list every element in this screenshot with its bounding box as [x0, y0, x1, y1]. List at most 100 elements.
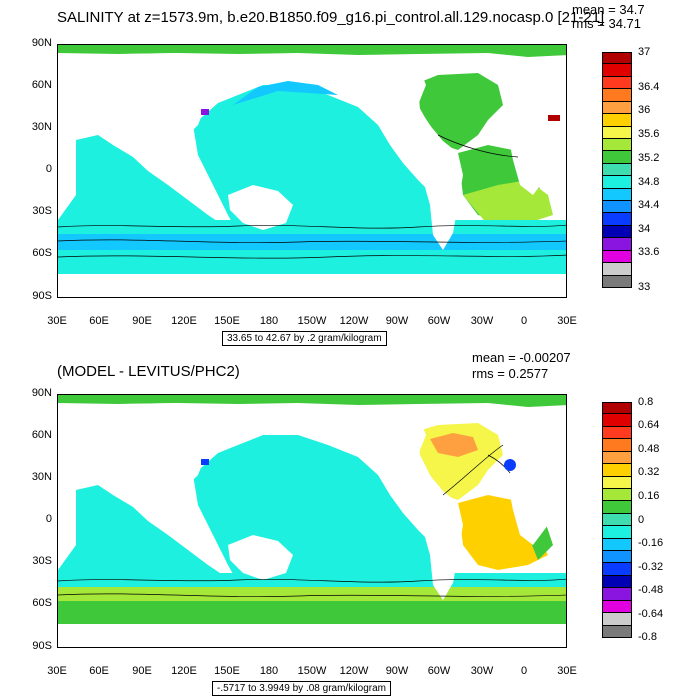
xtick-label: 0: [520, 315, 528, 327]
colorbar-swatch: [602, 426, 632, 440]
colorbar-label: 0.16: [638, 490, 660, 502]
mediterranean-spot: [504, 459, 516, 471]
colorbar-swatch: [602, 188, 632, 202]
rms-label: rms = 34.71: [572, 16, 642, 31]
southern-ocean-band-3: [58, 601, 566, 624]
colorbar-swatch: [602, 176, 632, 189]
colorbar-swatch: [602, 275, 632, 288]
plot-title: (MODEL - LEVITUS/PHC2): [57, 363, 240, 380]
colorbar-swatch: [602, 488, 632, 502]
colorbar-label: -0.64: [638, 608, 664, 620]
colorbar-swatch: [602, 600, 632, 614]
salinity-map: [57, 44, 567, 298]
colorbar-swatch: [602, 238, 632, 251]
colorbar-label: 34: [638, 223, 651, 235]
contour-line: [437, 134, 519, 158]
rms-label: rms = 0.2577: [472, 366, 549, 381]
xtick-label: 60E: [89, 315, 109, 327]
xtick-label: 120W: [339, 665, 369, 677]
colorbar-swatch: [602, 439, 632, 452]
colorbar-swatch: [602, 163, 632, 177]
colorbar-swatch: [602, 613, 632, 626]
colorbar-swatch: [602, 526, 632, 539]
land-antarctica: [58, 274, 566, 297]
contour-line: [487, 454, 511, 474]
ytick-label: 0: [45, 163, 52, 175]
colorbar-label: -0.48: [638, 584, 664, 596]
land-americas: [356, 57, 463, 250]
ytick-label: 90S: [32, 640, 52, 652]
colorbar-swatch: [602, 625, 632, 638]
colorbar-swatch: [602, 52, 632, 65]
ytick-label: 30S: [32, 555, 52, 567]
xtick-label: 150E: [214, 315, 240, 327]
colorbar-swatch: [602, 538, 632, 552]
xtick-label: 30W: [470, 665, 494, 677]
contour-line: [58, 593, 566, 598]
ytick-label: 90N: [31, 37, 52, 49]
colorbar-label: 0.64: [638, 419, 660, 431]
xtick-label: 90E: [132, 665, 152, 677]
atlantic-orange-anomaly: [430, 433, 478, 457]
xtick-label: 120E: [171, 665, 197, 677]
ytick-label: 60S: [32, 597, 52, 609]
ytick-label: 0: [45, 513, 52, 525]
plot-title: SALINITY at z=1573.9m, b.e20.B1850.f09_g…: [57, 9, 605, 26]
colorbar-swatch: [602, 513, 632, 527]
colorbar-swatch: [602, 250, 632, 264]
colorbar-swatch: [602, 563, 632, 576]
colorbar-label: 0.48: [638, 443, 660, 455]
xtick-label: 150E: [214, 665, 240, 677]
xtick-label: 90W: [385, 665, 409, 677]
contour-line: [58, 224, 566, 229]
xtick-label: 120W: [339, 315, 369, 327]
colorbar-label: -0.16: [638, 537, 664, 549]
xtick-label: 150W: [297, 315, 327, 327]
land-australia: [228, 535, 293, 580]
title-suffix: [21-21]: [557, 9, 605, 26]
difference-panel: (MODEL - LEVITUS/PHC2) mean = -0.00207 r…: [0, 350, 700, 700]
xtick-label: 180: [259, 315, 279, 327]
ytick-label: 90S: [32, 290, 52, 302]
colorbar-label: 36: [638, 104, 651, 116]
colorbar-swatch: [602, 89, 632, 102]
difference-map: [57, 394, 567, 648]
xtick-label: 180: [259, 665, 279, 677]
ytick-label: 30N: [31, 121, 52, 133]
colorbar-swatch: [602, 588, 632, 601]
colorbar-swatch: [602, 464, 632, 477]
colorbar-label: 33.6: [638, 246, 660, 258]
colorbar-label: 36.4: [638, 81, 660, 93]
colorbar-label: 37: [638, 46, 651, 58]
ytick-label: 90N: [31, 387, 52, 399]
xtick-label: 30E: [557, 315, 577, 327]
colorbar-label: -0.32: [638, 561, 664, 573]
colorbar-swatch: [602, 501, 632, 514]
xtick-label: 150W: [297, 665, 327, 677]
land-africa-eurasia: [58, 53, 218, 145]
xtick-label: 60E: [89, 665, 109, 677]
okhotsk-mark: [201, 459, 209, 465]
colorbar-label: 35.2: [638, 152, 660, 164]
ytick-label: 60S: [32, 247, 52, 259]
colorbar-swatch: [602, 114, 632, 127]
okhotsk-mark: [201, 109, 209, 115]
colorbar: [602, 402, 632, 638]
land-africa: [503, 85, 566, 195]
range-note: -.5717 to 3.9949 by .08 gram/kilogram: [212, 681, 391, 696]
ytick-label: 60N: [31, 429, 52, 441]
salinity-panel: SALINITY at z=1573.9m, b.e20.B1850.f09_g…: [31, 2, 660, 346]
indian-ocean: [58, 135, 233, 233]
colorbar-swatch: [602, 151, 632, 164]
colorbar-swatch: [602, 402, 632, 415]
colorbar-swatch: [602, 138, 632, 152]
colorbar-swatch: [602, 76, 632, 90]
xtick-label: 120E: [171, 315, 197, 327]
arctic-ocean: [58, 45, 566, 57]
xtick-label: 0: [520, 665, 528, 677]
colorbar-swatch: [602, 575, 632, 589]
colorbar-swatch: [602, 101, 632, 115]
colorbar-swatch: [602, 263, 632, 276]
land-americas: [356, 407, 463, 600]
xtick-label: 60W: [427, 315, 451, 327]
